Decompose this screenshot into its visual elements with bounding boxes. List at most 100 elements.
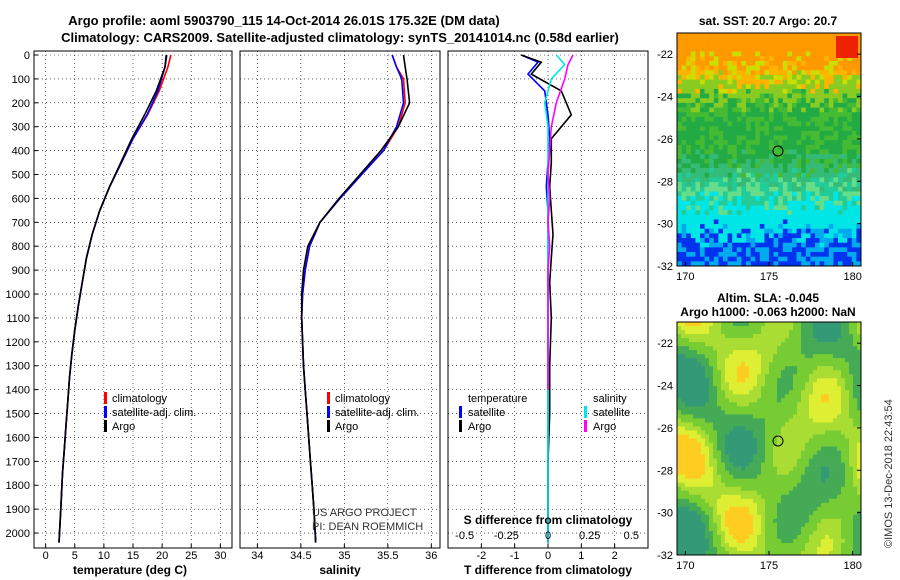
sla-cell bbox=[749, 446, 754, 451]
sla-cell bbox=[793, 490, 798, 496]
sla-cell bbox=[817, 342, 822, 347]
sst-cell bbox=[838, 98, 843, 104]
sla-cell bbox=[825, 466, 830, 471]
sst-cell bbox=[769, 177, 774, 183]
sst-cell bbox=[856, 84, 862, 90]
sla-cell bbox=[757, 410, 762, 415]
sla-cell bbox=[801, 502, 806, 508]
sst-cell bbox=[815, 42, 820, 48]
sst-cell bbox=[759, 46, 765, 52]
sla-cell bbox=[749, 546, 754, 552]
sla-cell bbox=[817, 406, 822, 411]
sla-cell bbox=[733, 542, 738, 548]
sla-cell bbox=[793, 470, 798, 475]
sla-cell bbox=[809, 486, 814, 492]
sst-cell bbox=[769, 70, 774, 76]
sla-cell bbox=[801, 470, 806, 475]
sst-cell bbox=[778, 60, 784, 66]
sst-cell bbox=[681, 154, 687, 160]
sst-cell bbox=[704, 112, 710, 118]
sst-cell bbox=[695, 158, 701, 164]
sst-cell bbox=[686, 46, 692, 52]
sst-cell bbox=[690, 98, 696, 104]
sla-cell bbox=[709, 510, 714, 516]
sst-cell bbox=[778, 205, 784, 211]
sla-cell bbox=[829, 466, 834, 471]
sla-cell bbox=[749, 490, 754, 496]
sla-cell bbox=[809, 526, 814, 532]
sla-cell bbox=[685, 514, 690, 520]
sst-cell bbox=[746, 84, 751, 90]
sla-cell bbox=[701, 374, 706, 379]
sla-cell bbox=[713, 446, 718, 451]
sst-cell bbox=[810, 172, 816, 178]
sst-cell bbox=[815, 219, 820, 225]
sst-cell bbox=[700, 252, 705, 257]
sla-cell bbox=[761, 470, 766, 475]
sst-cell bbox=[750, 60, 756, 66]
sla-cell bbox=[745, 366, 750, 371]
sst-cell bbox=[727, 182, 733, 188]
sst-cell bbox=[764, 135, 770, 141]
sla-cell bbox=[829, 458, 834, 463]
sst-cell bbox=[732, 191, 738, 197]
sst-cell bbox=[819, 182, 825, 188]
sla-cell bbox=[677, 378, 682, 383]
sla-cell bbox=[693, 546, 698, 552]
sst-cell bbox=[769, 261, 774, 267]
legend-swatch-argo bbox=[327, 420, 330, 432]
sla-cell bbox=[753, 422, 758, 427]
sla-cell bbox=[697, 406, 702, 411]
sla-cell bbox=[801, 462, 806, 467]
sla-cell bbox=[813, 422, 818, 427]
sla-cell bbox=[721, 446, 726, 451]
sla-cell bbox=[757, 522, 762, 528]
sla-cell bbox=[781, 382, 786, 387]
sla-cell bbox=[741, 494, 746, 500]
sla-cell bbox=[701, 538, 706, 544]
sst-cell bbox=[847, 200, 853, 206]
sla-cell bbox=[813, 338, 818, 343]
sst-cell bbox=[847, 242, 853, 248]
sla-cell bbox=[765, 382, 770, 387]
sla-cell bbox=[733, 490, 738, 496]
sla-cell bbox=[741, 346, 746, 351]
sla-cell bbox=[841, 470, 846, 475]
sla-cell bbox=[737, 494, 742, 500]
sst-cell bbox=[723, 256, 728, 262]
sla-cell bbox=[705, 542, 710, 548]
sst-cell bbox=[769, 116, 774, 122]
sst-cell bbox=[690, 33, 696, 38]
sst-cell bbox=[842, 154, 848, 160]
sla-cell bbox=[853, 446, 858, 451]
sla-cell bbox=[813, 454, 818, 459]
sla-cell bbox=[785, 482, 790, 488]
sst-cell bbox=[824, 79, 830, 85]
sla-cell bbox=[705, 522, 710, 528]
sst-cell bbox=[746, 252, 751, 257]
sla-cell bbox=[749, 366, 754, 371]
sst-cell bbox=[736, 163, 742, 169]
sst-cell bbox=[732, 140, 738, 146]
sla-cell bbox=[837, 426, 842, 431]
sst-cell bbox=[782, 214, 788, 220]
sst-cell bbox=[782, 51, 788, 57]
sla-cell bbox=[753, 426, 758, 431]
sst-cell bbox=[805, 158, 811, 164]
sst-cell bbox=[828, 88, 834, 94]
sla-cell bbox=[809, 538, 814, 544]
sla-cell bbox=[685, 422, 690, 427]
sst-cell bbox=[700, 121, 705, 127]
sst-cell bbox=[700, 126, 705, 132]
sla-longitude-ticks: 170 175 180 bbox=[676, 551, 862, 572]
sla-cell bbox=[793, 342, 798, 347]
sst-cell bbox=[801, 256, 807, 262]
sst-cell bbox=[681, 56, 687, 62]
sst-cell bbox=[856, 186, 862, 192]
sst-cell bbox=[805, 112, 811, 118]
sst-cell bbox=[755, 252, 761, 257]
sst-cell bbox=[727, 33, 733, 38]
sst-cell bbox=[700, 98, 705, 104]
sst-cell bbox=[764, 33, 770, 38]
sla-cell bbox=[781, 358, 786, 363]
